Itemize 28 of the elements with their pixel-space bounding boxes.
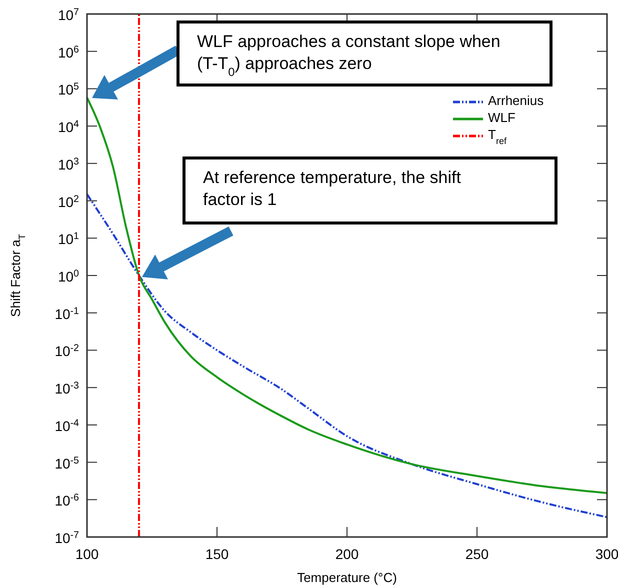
x-tick-label: 300: [595, 546, 618, 562]
annotation: At reference temperature, the shift factor is 1: [203, 168, 462, 209]
y-tick-label: 10$^{-2}$: [54, 342, 79, 360]
y-tick-label: 10$^{-1}$: [54, 305, 79, 322]
y-tick-label: 10$^{-5}$: [54, 454, 80, 472]
y-tick-label: 10$^{-3}$: [54, 380, 80, 397]
y-tick-label: 10$^{7}$: [58, 6, 79, 23]
legend-label: T$_{ref}$: [488, 127, 508, 146]
y-tick-label: 10$^{5}$: [58, 81, 80, 98]
x-tick-label: 150: [205, 546, 229, 562]
x-axis-title: Temperature (°C): [297, 570, 397, 585]
y-tick-label: 10$^{-4}$: [54, 417, 80, 434]
y-tick-label: 10$^{6}$: [58, 44, 80, 60]
y-tick-label: 10$^{-6}$: [54, 492, 80, 509]
y-tick-label: 10$^{0}$: [58, 268, 80, 284]
y-tick-label: 10$^{1}$: [58, 230, 79, 248]
y-tick-label: 10$^{4}$: [58, 118, 80, 136]
y-tick-label: 10$^{-7}$: [54, 530, 79, 546]
annotation: WLF approaches a constant slope when (T-T$_{0}$) approaches zero: [197, 32, 500, 79]
legend-label: WLF: [488, 110, 516, 125]
x-tick-label: 200: [335, 546, 359, 562]
x-tick-label: 100: [75, 546, 99, 562]
y-tick-label: 10$^{3}$: [58, 156, 80, 172]
legend-label: Arrhenius: [488, 93, 544, 108]
x-tick-label: 250: [465, 546, 489, 562]
line-series: [86, 193, 608, 518]
y-tick-label: 10$^{2}$: [58, 193, 79, 210]
line-series: [86, 96, 608, 494]
